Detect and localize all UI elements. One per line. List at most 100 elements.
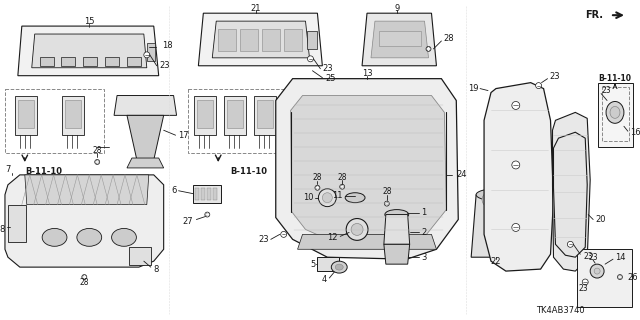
Bar [83,57,97,66]
Text: 2: 2 [422,228,427,237]
Ellipse shape [82,275,87,280]
Polygon shape [5,175,164,267]
Text: 23: 23 [160,61,170,70]
Bar [65,100,81,128]
Bar [127,57,141,66]
Polygon shape [384,244,410,264]
Ellipse shape [95,159,100,164]
Ellipse shape [426,46,431,52]
Ellipse shape [340,184,345,189]
Ellipse shape [590,264,604,278]
Polygon shape [25,175,148,204]
Text: 6: 6 [171,186,177,195]
Text: 28: 28 [92,146,102,155]
Ellipse shape [476,189,516,201]
Text: TK4AB3740: TK4AB3740 [536,306,584,315]
Bar [577,249,632,307]
Text: 11: 11 [332,191,342,200]
Text: 8: 8 [0,225,5,234]
Text: 7: 7 [5,165,10,174]
Text: 28: 28 [382,187,392,196]
Polygon shape [484,83,554,271]
Ellipse shape [594,268,600,274]
Bar [197,100,213,128]
Text: 20: 20 [595,215,605,224]
Text: 3: 3 [422,253,427,262]
Text: 18: 18 [162,41,172,51]
Polygon shape [127,158,164,168]
Polygon shape [127,116,164,160]
Text: 16: 16 [630,128,640,137]
Bar [15,96,36,135]
Text: B-11-10: B-11-10 [25,167,62,176]
Bar [379,31,420,46]
Bar [202,188,205,200]
Text: 5: 5 [310,260,316,269]
Text: 23: 23 [323,64,333,73]
Ellipse shape [335,264,343,270]
Bar [227,100,243,128]
Bar [262,29,280,51]
Ellipse shape [281,231,287,237]
Bar [317,257,339,271]
Bar [63,96,84,135]
Polygon shape [291,96,446,243]
Bar [207,188,211,200]
Text: 25: 25 [325,74,336,83]
Bar [129,247,151,265]
Ellipse shape [307,56,314,62]
Ellipse shape [610,107,620,118]
Text: 15: 15 [84,17,95,26]
Text: 23: 23 [258,235,269,244]
Text: 23: 23 [588,253,598,262]
Bar [188,89,287,153]
Text: 23: 23 [550,72,560,81]
Text: 12: 12 [327,233,337,242]
Bar [105,57,119,66]
Ellipse shape [385,210,409,220]
Polygon shape [276,79,458,259]
Ellipse shape [482,190,510,210]
Ellipse shape [144,52,150,58]
Text: B-11-10: B-11-10 [230,167,267,176]
Bar [195,96,216,135]
Ellipse shape [77,228,102,246]
Text: 28: 28 [79,277,89,286]
Polygon shape [471,195,521,257]
Bar [8,204,26,242]
Text: 23: 23 [601,86,611,95]
Ellipse shape [315,185,320,190]
Text: FR.: FR. [585,10,603,20]
Bar [40,57,54,66]
Polygon shape [212,21,310,58]
Ellipse shape [618,275,623,280]
Bar [307,31,317,49]
Ellipse shape [512,101,520,109]
Bar [284,29,301,51]
Text: 1: 1 [422,208,427,217]
Text: 28: 28 [313,173,322,182]
Text: 23: 23 [579,284,588,293]
Ellipse shape [205,212,210,217]
Polygon shape [554,132,588,257]
Bar [254,96,276,135]
Ellipse shape [319,189,336,207]
Text: 8: 8 [154,265,159,274]
Bar [213,188,217,200]
Text: 17: 17 [179,131,189,140]
Bar [598,83,633,147]
Ellipse shape [536,83,541,89]
Text: 9: 9 [394,4,399,13]
Text: 4: 4 [322,275,327,284]
Ellipse shape [512,223,520,231]
Polygon shape [18,26,159,76]
Text: 22: 22 [491,257,501,266]
Polygon shape [552,112,590,271]
Polygon shape [362,13,436,66]
Ellipse shape [385,201,389,206]
Ellipse shape [323,193,332,203]
Bar [193,185,221,203]
Text: 24: 24 [456,170,467,180]
Text: 19: 19 [468,84,478,93]
Ellipse shape [606,101,624,123]
